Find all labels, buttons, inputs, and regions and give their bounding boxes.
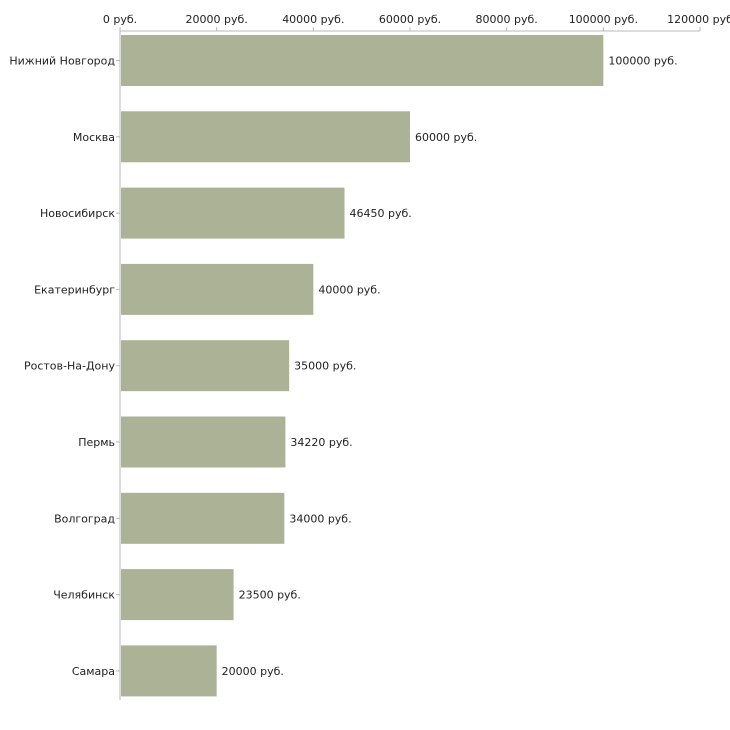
category-label: Пермь [78, 436, 115, 449]
category-label: Екатеринбург [34, 283, 115, 296]
data-label: 23500 руб. [239, 589, 301, 602]
data-label: 34220 руб. [290, 436, 352, 449]
data-label: 34000 руб. [289, 512, 351, 525]
category-label: Ростов-На-Дону [24, 360, 115, 373]
bar [121, 416, 286, 468]
data-label: 46450 руб. [350, 207, 412, 220]
x-tick-label: 80000 руб. [476, 13, 538, 26]
x-tick-label: 100000 руб. [569, 13, 638, 26]
x-axis: 0 руб. 20000 руб. 40000 руб. 60000 руб. 8000… [103, 13, 730, 32]
data-label: 60000 руб. [415, 131, 477, 144]
data-label: 20000 руб. [222, 665, 284, 678]
bar [121, 187, 345, 239]
x-tick-label: 20000 руб. [186, 13, 248, 26]
category-label: Москва [73, 131, 115, 144]
bar [121, 35, 604, 86]
y-axis: Нижний Новгород Москва Новосибирск Екатерин… [9, 31, 121, 700]
bar [121, 111, 410, 163]
bars-group [121, 35, 604, 697]
data-labels-group: 100000 руб. 60000 руб. 46450 руб. 40000 руб… [222, 55, 678, 678]
data-label: 35000 руб. [294, 360, 356, 373]
x-tick-label: 0 руб. [103, 13, 137, 26]
data-label: 100000 руб. [608, 55, 677, 68]
x-tick-label: 60000 руб. [379, 13, 441, 26]
bar [121, 645, 217, 697]
bar [121, 263, 314, 315]
category-label: Волгоград [54, 512, 115, 525]
bar [121, 569, 234, 621]
category-label: Новосибирск [40, 207, 115, 220]
category-label: Нижний Новгород [9, 55, 115, 68]
x-tick-label: 120000 руб [667, 13, 730, 26]
x-tick-label: 40000 руб. [282, 13, 344, 26]
category-label: Челябинск [53, 589, 115, 602]
data-label: 40000 руб. [318, 283, 380, 296]
bar [121, 492, 285, 544]
category-label: Самара [72, 665, 115, 678]
bar [121, 340, 290, 392]
